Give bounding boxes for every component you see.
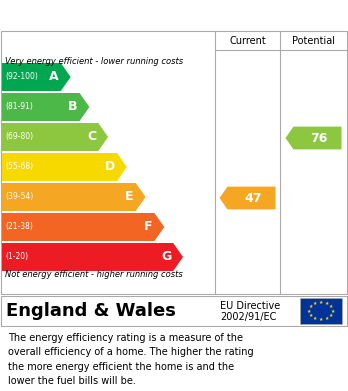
Text: ★: ★ [319, 317, 323, 322]
Polygon shape [2, 153, 127, 181]
Bar [300, 298, 342, 324]
Text: (39-54): (39-54) [5, 192, 33, 201]
Text: 76: 76 [310, 131, 328, 145]
Polygon shape [2, 183, 145, 211]
Text: (69-80): (69-80) [5, 133, 33, 142]
Text: A: A [49, 70, 59, 84]
Text: 47: 47 [244, 192, 262, 204]
Text: ★: ★ [319, 300, 323, 305]
Text: (21-38): (21-38) [5, 222, 33, 231]
Text: Very energy efficient - lower running costs: Very energy efficient - lower running co… [5, 57, 183, 66]
Text: ★: ★ [307, 308, 311, 314]
Text: ★: ★ [329, 313, 333, 317]
Polygon shape [2, 93, 89, 121]
Text: (92-100): (92-100) [5, 72, 38, 81]
Text: ★: ★ [325, 301, 329, 306]
Text: (1-20): (1-20) [5, 253, 28, 262]
Text: C: C [87, 131, 96, 143]
Polygon shape [285, 127, 341, 149]
Text: ★: ★ [313, 316, 317, 321]
Text: ★: ★ [325, 316, 329, 321]
Polygon shape [2, 243, 183, 271]
Text: Energy Efficiency Rating: Energy Efficiency Rating [69, 7, 279, 23]
Text: Not energy efficient - higher running costs: Not energy efficient - higher running co… [5, 270, 183, 279]
Text: D: D [105, 160, 115, 174]
Text: EU Directive: EU Directive [220, 301, 280, 311]
Polygon shape [2, 63, 71, 91]
Text: England & Wales: England & Wales [6, 302, 176, 320]
Text: (81-91): (81-91) [5, 102, 33, 111]
Text: (55-68): (55-68) [5, 163, 33, 172]
Text: Potential: Potential [292, 36, 335, 45]
Text: ★: ★ [329, 304, 333, 309]
Text: ★: ★ [309, 313, 313, 317]
Text: G: G [161, 251, 171, 264]
Text: ★: ★ [309, 304, 313, 309]
Text: B: B [68, 100, 78, 113]
Polygon shape [220, 187, 276, 210]
Text: E: E [125, 190, 134, 203]
Text: Current: Current [229, 36, 266, 45]
Text: ★: ★ [331, 308, 335, 314]
Polygon shape [2, 123, 108, 151]
Polygon shape [2, 213, 164, 241]
Text: 2002/91/EC: 2002/91/EC [220, 312, 276, 322]
Text: ★: ★ [313, 301, 317, 306]
Text: The energy efficiency rating is a measure of the
overall efficiency of a home. T: The energy efficiency rating is a measur… [8, 333, 254, 386]
Text: F: F [144, 221, 152, 233]
